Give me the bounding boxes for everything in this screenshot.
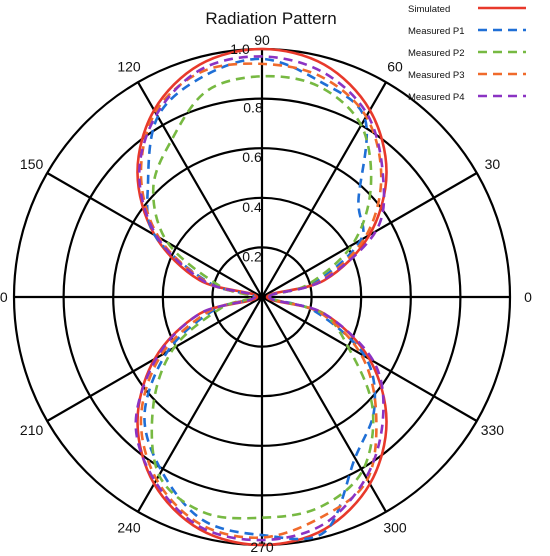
- radial-labels: 0.2 0.4 0.6 0.8 1.0: [230, 41, 263, 264]
- legend-entry: Measured P1: [408, 26, 526, 37]
- series-simulated: [136, 47, 388, 547]
- angle-label-300: 300: [383, 519, 407, 535]
- angle-label-60: 60: [387, 59, 403, 75]
- radial-label-0.2: 0.2: [242, 248, 262, 264]
- series-measured-p4: [134, 55, 386, 542]
- legend-label: Simulated: [408, 4, 450, 15]
- legend: Simulated Measured P1 Measured P2 Measured …: [408, 4, 526, 103]
- angle-label-210: 210: [20, 422, 44, 438]
- legend-entry: Measured P3: [408, 70, 526, 81]
- legend-entry: Simulated: [408, 4, 526, 15]
- grid-spoke-60: [261, 81, 387, 298]
- angle-label-240: 240: [117, 519, 141, 535]
- legend-label: Measured P2: [408, 48, 465, 59]
- polar-grid: [12, 47, 512, 547]
- angle-label-180: 180: [0, 289, 8, 305]
- angle-label-90: 90: [254, 32, 270, 48]
- angle-label-270: 270: [250, 539, 274, 555]
- legend-label: Measured P3: [408, 70, 465, 81]
- series-layer: [134, 47, 388, 547]
- radial-label-0.6: 0.6: [242, 149, 262, 165]
- legend-label: Measured P1: [408, 26, 465, 37]
- radial-label-0.8: 0.8: [243, 100, 263, 116]
- radial-label-1.0: 1.0: [230, 41, 250, 57]
- legend-label: Measured P4: [408, 92, 465, 103]
- angle-label-0: 0: [524, 289, 532, 305]
- angle-label-330: 330: [481, 422, 505, 438]
- grid-spoke-300: [261, 296, 387, 513]
- series-measured-p2: [150, 74, 375, 520]
- chart-title: Radiation Pattern: [205, 9, 336, 28]
- legend-entry: Measured P4: [408, 92, 526, 103]
- angle-label-30: 30: [485, 156, 501, 172]
- legend-entry: Measured P2: [408, 48, 526, 59]
- angle-label-120: 120: [117, 59, 141, 75]
- angle-label-150: 150: [20, 156, 44, 172]
- radial-label-0.4: 0.4: [242, 199, 262, 215]
- angle-labels: 0 30 60 90 120 150 180 210 240 270 300 330: [0, 32, 532, 555]
- grid-spoke-120: [137, 81, 263, 298]
